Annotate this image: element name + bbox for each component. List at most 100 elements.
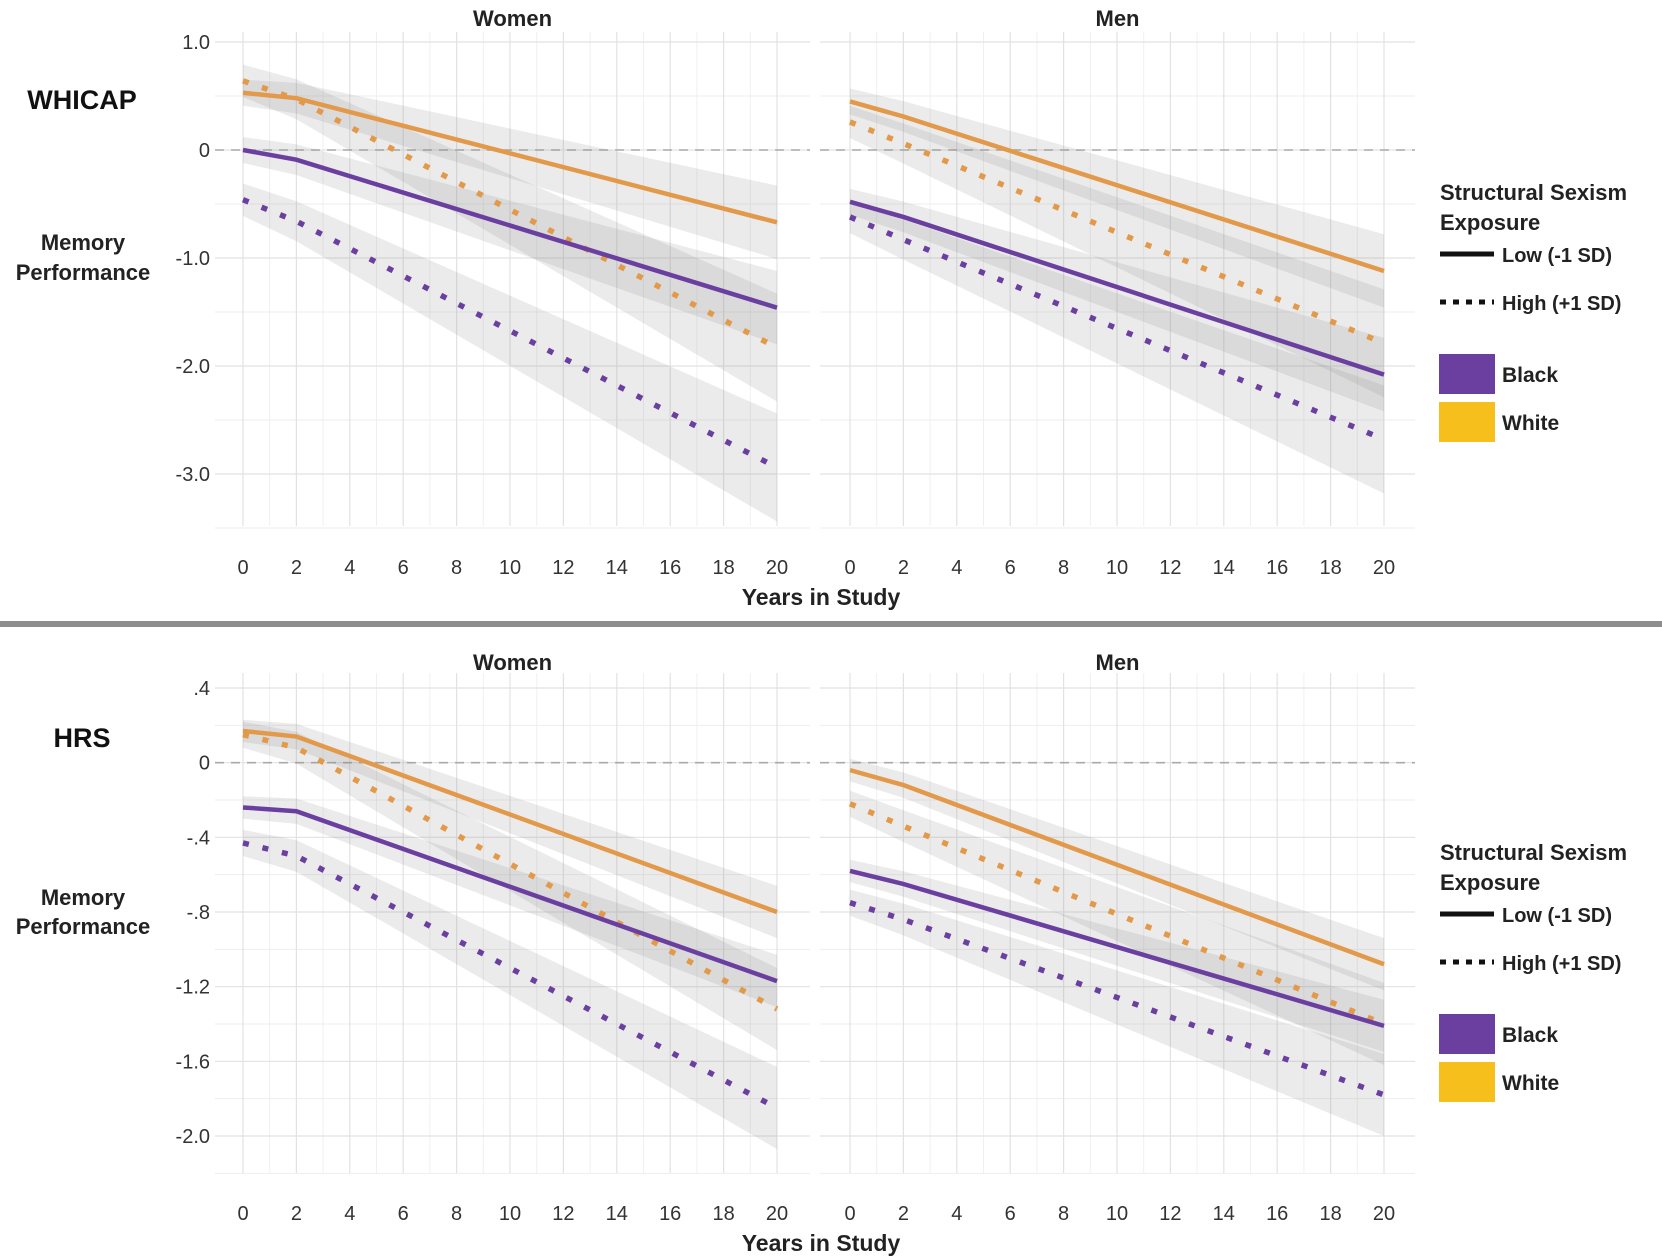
legend-label: Black xyxy=(1502,364,1558,387)
y-tick-label: -2.0 xyxy=(176,356,210,378)
x-tick-label: 4 xyxy=(344,557,355,579)
x-tick-label: 20 xyxy=(1373,557,1395,579)
x-tick-label: 10 xyxy=(499,557,521,579)
panel-hrs-women xyxy=(215,673,810,1174)
study-label-whicap: WHICAP xyxy=(27,85,137,115)
y-tick-label: -1.6 xyxy=(176,1051,210,1073)
confidence-band xyxy=(243,829,777,1150)
x-tick-label: 16 xyxy=(659,557,681,579)
y-tick-label: 0 xyxy=(199,140,210,162)
facet-title-women: Women xyxy=(473,6,552,31)
legend-whicap: Structural Sexism Exposure Low (-1 SD) High… xyxy=(1439,180,1627,442)
x-tick-label: 12 xyxy=(552,1203,574,1225)
x-tick-label: 0 xyxy=(237,1203,248,1225)
x-tick-label: 12 xyxy=(552,557,574,579)
series-line-white-high xyxy=(848,801,1386,1027)
panel-whicap-women xyxy=(215,32,810,529)
x-tick-label: 10 xyxy=(1106,557,1128,579)
x-tick-label: 20 xyxy=(766,557,788,579)
x-tick-label: 6 xyxy=(398,1203,409,1225)
x-tick-label: 14 xyxy=(606,557,628,579)
y-tick-label: 0 xyxy=(199,753,210,775)
legend-label: White xyxy=(1502,412,1559,435)
x-tick-label: 18 xyxy=(1319,1203,1341,1225)
legend-label: High (+1 SD) xyxy=(1502,953,1621,975)
legend-title: Exposure xyxy=(1440,870,1540,895)
y-axis-label-whicap: Performance xyxy=(16,260,151,285)
confidence-band xyxy=(243,719,777,939)
facet-title-men: Men xyxy=(1096,650,1140,675)
x-tick-label: 8 xyxy=(1058,1203,1069,1225)
legend-title: Exposure xyxy=(1440,210,1540,235)
series-line-white-low xyxy=(242,728,778,915)
x-axis-label: Years in Study xyxy=(742,1230,901,1256)
y-axis-label-whicap: Memory xyxy=(41,230,126,255)
y-tick-label: -.4 xyxy=(187,827,210,849)
series-line-white-low xyxy=(849,767,1385,967)
legend-label: Low (-1 SD) xyxy=(1502,245,1612,267)
x-tick-label: 18 xyxy=(712,1203,734,1225)
legend-title: Structural Sexism xyxy=(1440,840,1627,865)
legend-label: Black xyxy=(1502,1024,1558,1047)
study-label-hrs: HRS xyxy=(53,723,110,753)
y-tick-label: -2.0 xyxy=(176,1126,210,1148)
section-divider xyxy=(0,621,1662,627)
y-tick-label: -3.0 xyxy=(176,464,210,486)
panel-hrs-men xyxy=(820,673,1415,1174)
confidence-band xyxy=(243,137,777,345)
x-tick-label: 2 xyxy=(291,557,302,579)
y-tick-label: .4 xyxy=(193,678,210,700)
legend-label: High (+1 SD) xyxy=(1502,293,1621,315)
x-tick-label: 14 xyxy=(1213,1203,1235,1225)
legend-swatch-white xyxy=(1439,1062,1495,1102)
x-tick-label: 8 xyxy=(451,1203,462,1225)
series-line-black-low xyxy=(849,868,1385,1029)
x-tick-label: 0 xyxy=(844,557,855,579)
legend-title: Structural Sexism xyxy=(1440,180,1627,205)
y-axis-label-hrs: Performance xyxy=(16,914,151,939)
confidence-band xyxy=(243,64,777,402)
x-tick-label: 2 xyxy=(291,1203,302,1225)
legend-label: Low (-1 SD) xyxy=(1502,905,1612,927)
x-tick-label: 20 xyxy=(1373,1203,1395,1225)
series-line-white-low xyxy=(242,90,778,225)
x-tick-label: 6 xyxy=(398,557,409,579)
series-line-black-high xyxy=(848,214,1386,442)
facet-title-women: Women xyxy=(473,650,552,675)
x-tick-label: 6 xyxy=(1005,557,1016,579)
x-tick-label: 14 xyxy=(606,1203,628,1225)
confidence-band xyxy=(243,796,777,1008)
x-tick-label: 12 xyxy=(1159,557,1181,579)
x-axis-label: Years in Study xyxy=(742,584,901,610)
y-tick-label: -.8 xyxy=(187,902,210,924)
x-tick-label: 12 xyxy=(1159,1203,1181,1225)
series-line-white-low xyxy=(849,99,1385,274)
x-tick-label: 0 xyxy=(844,1203,855,1225)
panel-whicap-men xyxy=(820,32,1415,529)
x-tick-label: 18 xyxy=(712,557,734,579)
legend-swatch-black xyxy=(1439,354,1495,394)
x-tick-label: 8 xyxy=(1058,557,1069,579)
legend-swatch-black xyxy=(1439,1014,1495,1054)
y-tick-label: 1.0 xyxy=(182,32,210,54)
x-tick-label: 4 xyxy=(951,1203,962,1225)
series-line-black-low xyxy=(242,147,778,310)
facet-title-men: Men xyxy=(1096,6,1140,31)
x-tick-label: 18 xyxy=(1319,557,1341,579)
x-tick-label: 20 xyxy=(766,1203,788,1225)
x-tick-label: 2 xyxy=(898,557,909,579)
x-tick-label: 2 xyxy=(898,1203,909,1225)
series-line-white-high xyxy=(848,119,1386,346)
x-tick-label: 16 xyxy=(1266,1203,1288,1225)
legend-swatch-white xyxy=(1439,402,1495,442)
x-tick-label: 4 xyxy=(951,557,962,579)
legend-hrs: Structural Sexism Exposure Low (-1 SD) High… xyxy=(1439,840,1627,1102)
x-tick-label: 10 xyxy=(499,1203,521,1225)
y-tick-label: -1.0 xyxy=(176,248,210,270)
legend-label: White xyxy=(1502,1072,1559,1095)
x-tick-label: 16 xyxy=(659,1203,681,1225)
x-tick-label: 8 xyxy=(451,557,462,579)
y-axis-label-hrs: Memory xyxy=(41,885,126,910)
x-tick-label: 16 xyxy=(1266,557,1288,579)
